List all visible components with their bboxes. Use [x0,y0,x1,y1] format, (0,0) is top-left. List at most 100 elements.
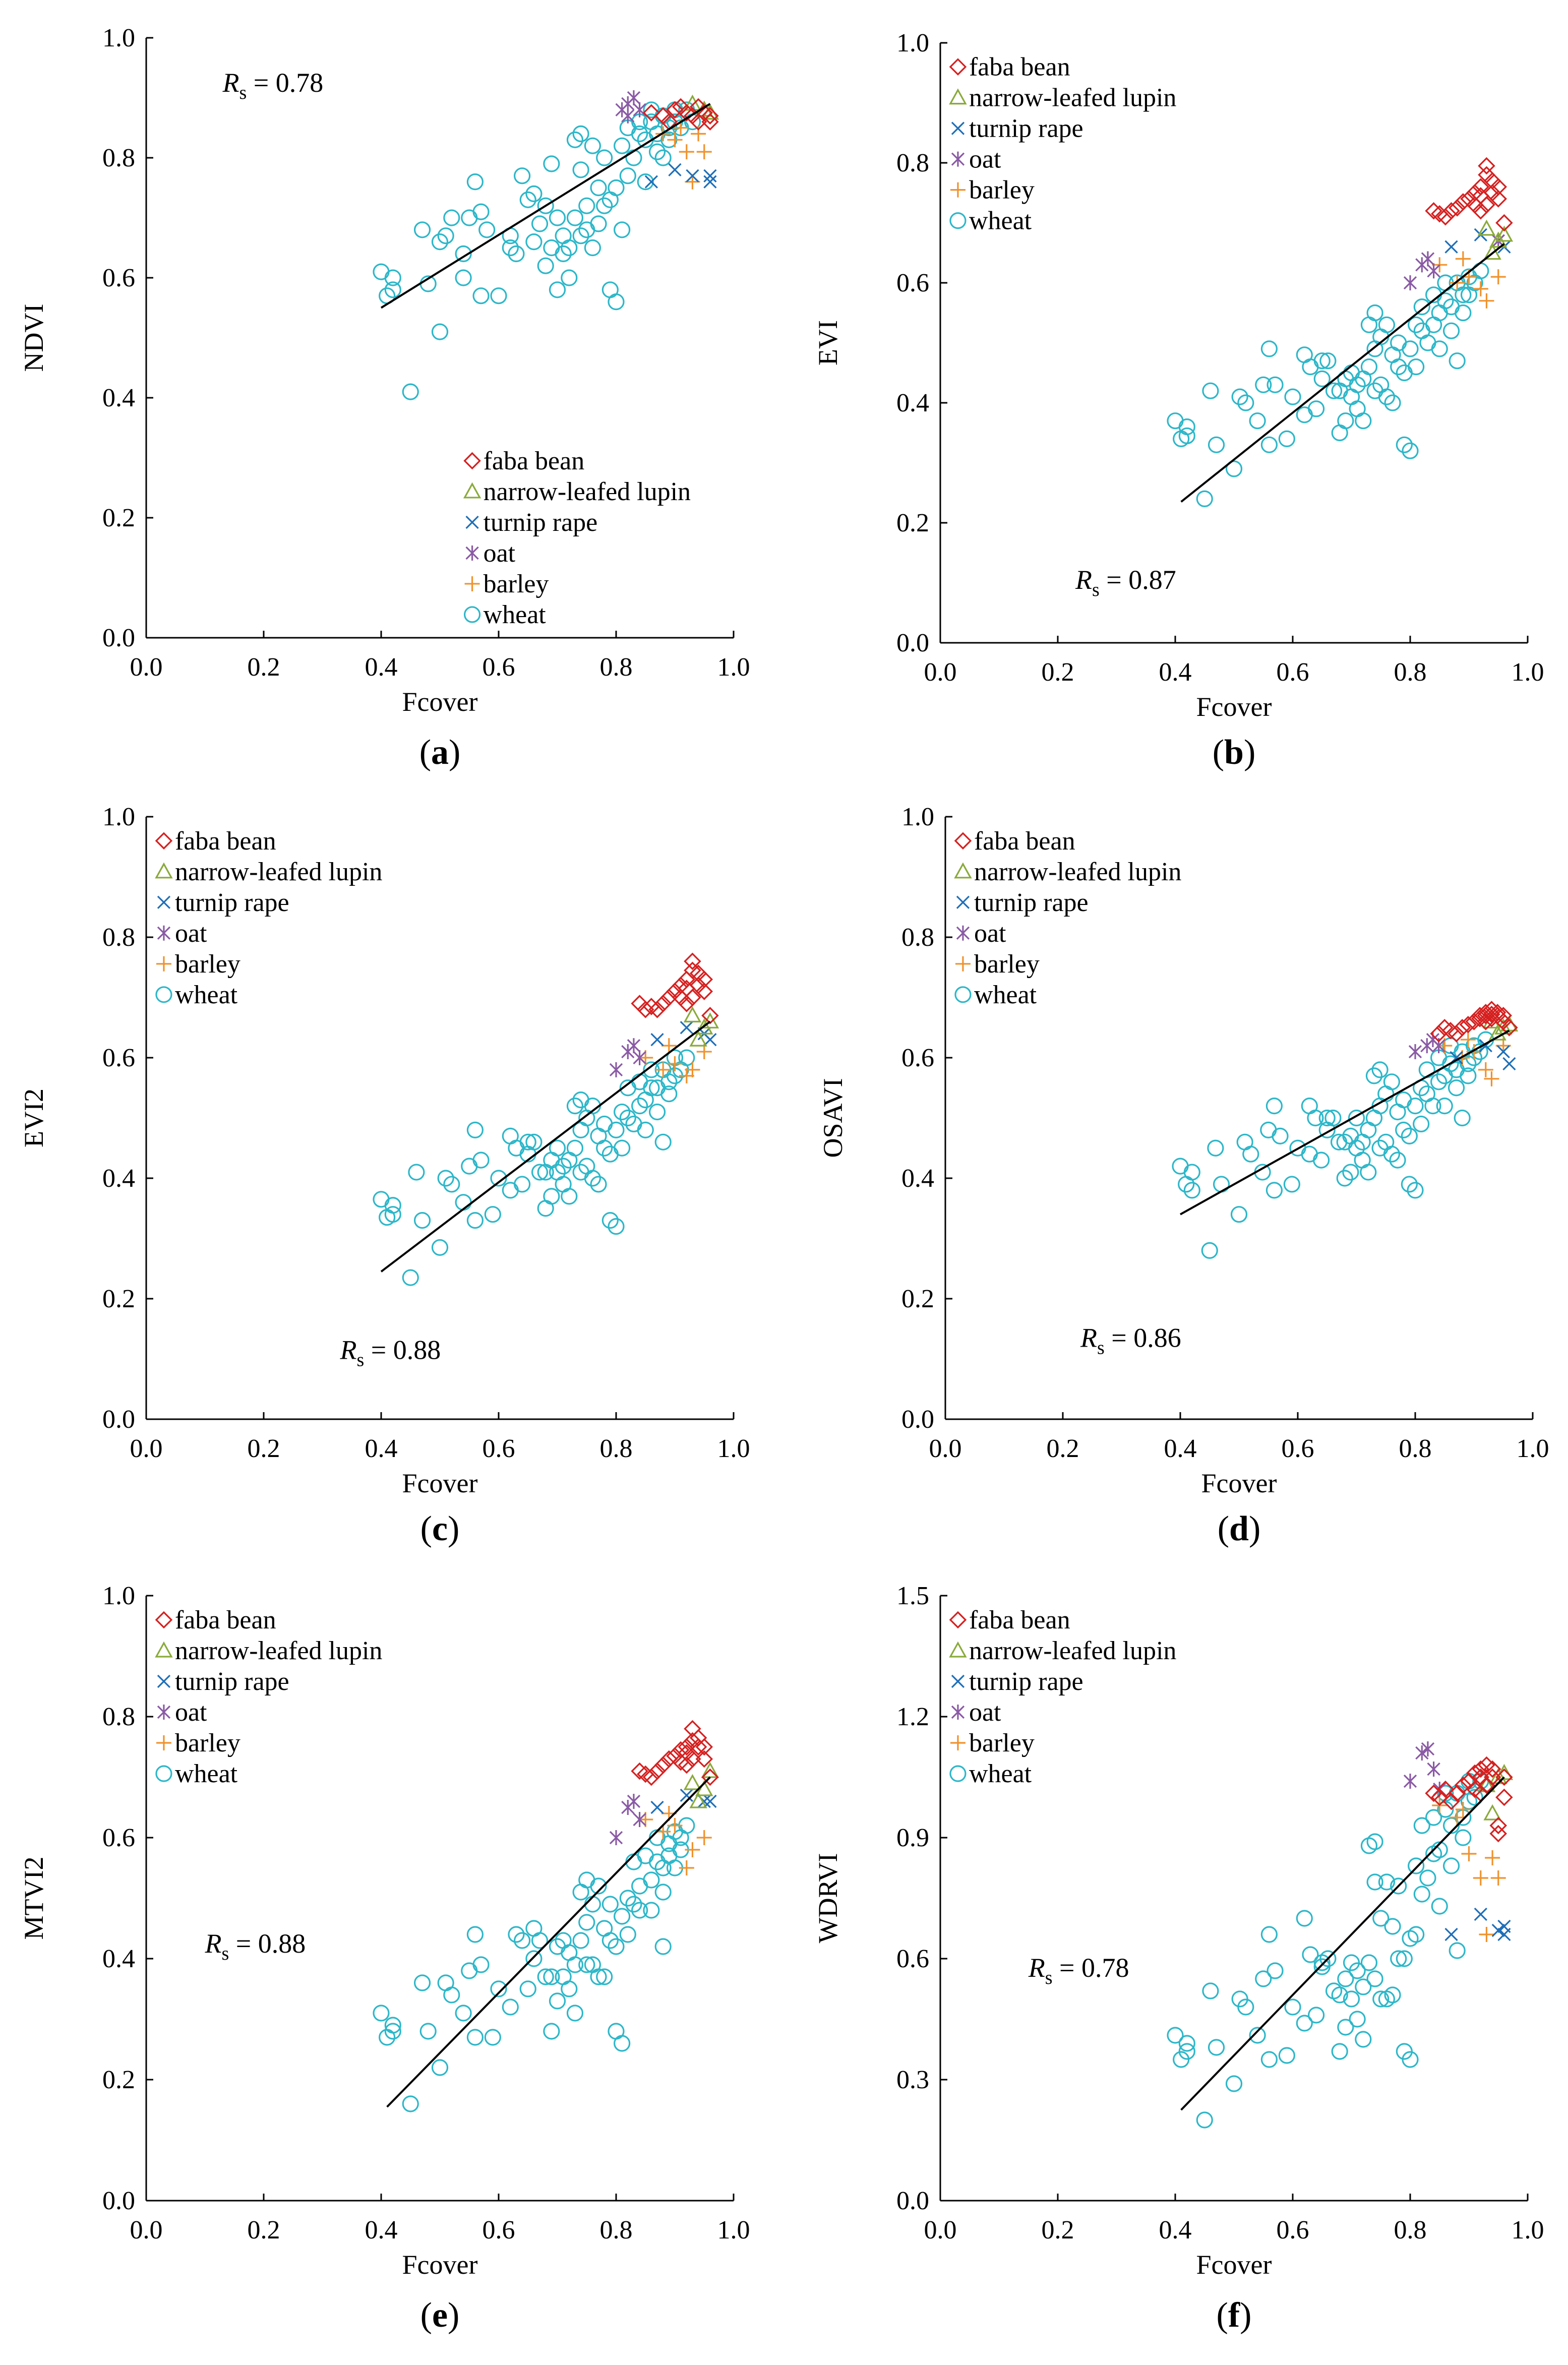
data-point-wheat [561,1980,578,1997]
data-point-oat [609,1830,623,1845]
legend-label: narrow-leafed lupin [974,858,1181,886]
data-point-wheat [643,1871,660,1889]
x-tick-label: 0.6 [1282,1434,1314,1463]
data-point-wheat [1301,1145,1318,1163]
y-tick-label: 0.4 [901,1164,934,1193]
data-point-faba [701,107,719,125]
y-tick-label: 0.6 [896,1945,929,1973]
caption-open: ( [419,733,431,772]
rs-symbol: R [1028,1953,1045,1983]
data-point-turnip [1474,1907,1487,1921]
rs-subscript: s [1045,1967,1053,1988]
data-point-faba [666,101,684,119]
data-point-wheat [1355,2031,1372,2048]
data-point-wheat [1431,340,1448,357]
data-point-faba [1442,202,1460,220]
x-tick-label: 0.4 [365,1434,398,1463]
data-point-barley [667,1818,683,1833]
y-tick-label: 0.8 [102,1703,135,1731]
rs-value: = 0.86 [1105,1323,1181,1353]
data-point-faba [684,952,701,971]
data-point-lupin [689,1030,707,1047]
data-point-faba [1495,1788,1513,1806]
rs-annotation: Rs = 0.88 [205,1928,306,1964]
data-point-wheat [555,245,572,262]
legend-label: turnip rape [969,1667,1083,1696]
data-point-wheat [1208,436,1225,453]
y-tick-label: 1.0 [102,803,135,831]
data-point-wheat [678,1049,695,1066]
y-tick-label: 0.8 [102,923,135,952]
legend-marker-barley [156,1735,171,1750]
data-point-wheat [519,191,536,208]
data-point-faba [695,1750,713,1768]
data-point-wheat [590,1176,607,1193]
panel-b: 0.0 0.2 0.4 0.6 0.8 1.0 0.0 0.2 0.4 0.6 0.8 1.0 Fcov… [813,29,1544,772]
data-point-wheat [461,209,478,226]
data-point-wheat [555,227,572,245]
data-point-oat [1427,263,1440,279]
data-point-wheat [1449,1942,1466,1959]
data-point-oat [1427,1762,1440,1777]
data-point-faba [684,1732,701,1750]
legend-marker-oat [951,1705,965,1720]
data-point-wheat [1202,382,1219,399]
data-point-wheat [1360,316,1378,333]
data-point-wheat [1296,406,1313,423]
x-tick-label: 1.0 [1512,2216,1544,2245]
data-point-wheat [660,1073,678,1090]
data-point-wheat [549,209,566,226]
x-tick-label: 1.0 [717,653,750,682]
data-point-wheat [1460,1055,1477,1072]
data-point-turnip [680,1788,693,1802]
data-point-wheat [1384,1986,1401,2004]
data-point-faba [678,1756,696,1774]
data-point-wheat [1366,382,1383,399]
data-point-wheat [419,2023,437,2040]
legend-item-barley: barley [464,570,549,598]
data-point-barley [1461,1846,1477,1861]
y-tick-label: 0.6 [102,1824,135,1852]
data-point-wheat [1196,2111,1213,2129]
x-axis-label: Fcover [1196,2250,1272,2280]
y-tick-label: 0.0 [901,1405,934,1434]
rs-symbol: R [339,1335,356,1365]
data-point-wheat [1249,412,1266,430]
legend-item-wheat: wheat [954,981,1037,1009]
data-point-turnip [1502,1057,1516,1071]
data-point-wheat [1343,364,1360,382]
data-point-barley [1450,275,1465,290]
x-tick-label: 0.6 [1277,2216,1309,2245]
data-point-wheat [1178,2035,1195,2052]
legend-item-lupin: narrow-leafed lupin [954,858,1181,886]
data-point-faba [654,1756,672,1774]
data-point-wheat [1366,304,1383,322]
data-point-wheat [549,281,566,298]
data-point-faba [654,995,672,1012]
x-tick-label: 1.0 [1517,1434,1549,1463]
data-point-wheat [543,239,560,257]
data-point-wheat [1283,1176,1300,1193]
data-point-wheat [1366,1873,1383,1891]
x-tick-label: 0.8 [600,2216,633,2245]
caption-open: ( [420,2296,432,2335]
caption-close: ) [448,1509,459,1548]
data-point-faba [1478,157,1495,175]
caption-letter: f [1228,2296,1240,2335]
legend-marker-faba [954,832,972,850]
data-point-wheat [643,1079,660,1097]
data-point-wheat [619,1109,636,1127]
x-tick-label: 0.2 [1042,658,1074,687]
data-point-wheat [1337,2019,1354,2036]
data-point-wheat [1395,1091,1412,1109]
data-point-wheat [572,161,589,178]
data-point-wheat [437,1170,454,1187]
data-point-wheat [1413,1115,1430,1133]
x-tick-label: 0.0 [130,1434,163,1463]
legend-item-lupin: narrow-leafed lupin [155,1636,382,1665]
data-point-wheat [373,263,390,280]
data-point-wheat [1308,2007,1325,2024]
data-point-wheat [502,1182,519,1199]
caption-close: ) [1240,2296,1251,2335]
legend-item-barley: barley [156,1729,240,1757]
